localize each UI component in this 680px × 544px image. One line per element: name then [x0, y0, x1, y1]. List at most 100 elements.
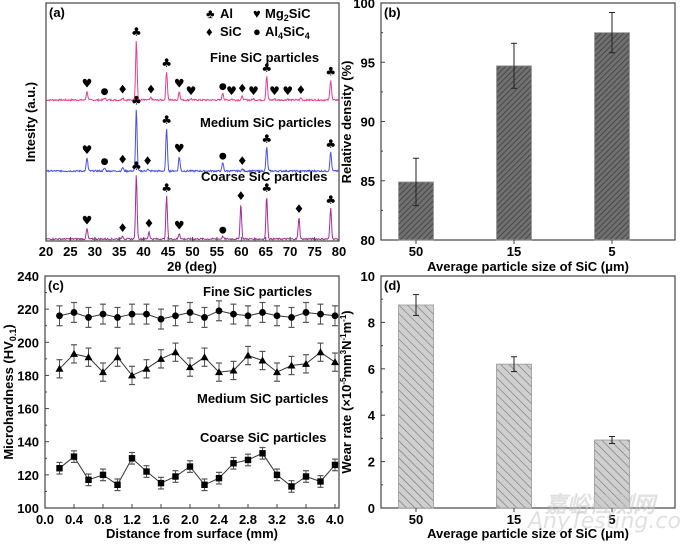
data-point	[128, 310, 136, 318]
data-point	[287, 361, 296, 369]
peak-marker: ●	[219, 82, 227, 92]
series-label-medium: Medium SiC particles	[200, 115, 331, 130]
peak-marker: ♦	[142, 154, 153, 168]
data-point	[186, 363, 194, 371]
x-tick-label: 50	[185, 244, 199, 259]
data-point	[143, 468, 150, 475]
peak-marker: ♥	[174, 142, 185, 156]
peak-marker: ♦	[117, 83, 128, 97]
y-tick-label: 0	[368, 501, 375, 516]
data-point	[331, 358, 339, 366]
y-tick-label: 100	[17, 501, 39, 516]
panel-b: (b) 80 85 90 95 100 50 15 5 Average particle s…	[339, 0, 676, 274]
y-tick-label: 160	[17, 402, 39, 417]
data-point	[128, 371, 136, 379]
y-tick-label: 2	[368, 455, 375, 470]
data-point	[157, 354, 165, 362]
data-point	[99, 471, 107, 479]
y-tick-label: 200	[17, 335, 39, 350]
panel-b-x-label: Average particle size of SiC (μm)	[427, 259, 629, 274]
data-point	[331, 312, 339, 320]
peak-marker: ♥	[82, 77, 93, 91]
panel-c-x-label: Distance from surface (mm)	[106, 526, 278, 541]
y-tick-label: 4	[368, 408, 376, 423]
data-point	[288, 483, 295, 490]
panel-a-x-label: 2θ (deg)	[167, 259, 217, 274]
peak-marker: ♣	[161, 113, 172, 127]
density-bars	[398, 11, 630, 241]
peak-marker: ♥	[269, 84, 280, 98]
data-point	[215, 474, 223, 482]
panel-a: (a) ♥● ♦♣♦♣♥♥ ● ♥ ♦ ♥♣♥ ♥ ♦♣♥● ♦♣♦♣♥● ♦♣ ♣♥♦♣♦♣♥ ●♦…	[23, 2, 346, 274]
x-tick-label: 45	[161, 244, 175, 259]
series-line	[59, 351, 336, 377]
y-tick-label: 6	[368, 362, 375, 377]
panel-d: (d) 0 2 4 6 8 10 50 15 5 Average particle size …	[339, 269, 680, 541]
peak-marker: ♦	[294, 202, 305, 216]
x-tick-label: 0.4	[65, 512, 84, 527]
data-point	[331, 461, 339, 469]
data-point	[186, 463, 194, 470]
data-point	[99, 368, 107, 376]
peak-marker: ♣	[261, 61, 272, 75]
data-point	[215, 368, 223, 376]
peak-marker: ●	[219, 152, 227, 162]
x-tick-label: 2.8	[239, 512, 257, 527]
legend-mg2sic-label: Mg2SiC	[265, 6, 311, 23]
peak-marker: ♣	[131, 159, 142, 173]
x-tick-label: 75	[307, 244, 321, 259]
peak-marker: ♦	[117, 152, 128, 166]
panel-a-label: (a)	[49, 5, 65, 20]
data-point	[142, 364, 151, 372]
peak-marker: ♥	[226, 84, 237, 98]
peak-marker: ●	[101, 87, 109, 97]
panel-b-label: (b)	[384, 5, 401, 20]
data-point	[171, 348, 180, 356]
panel-d-x-label: Average particle size of SiC (μm)	[427, 526, 629, 541]
series-medium	[55, 342, 339, 386]
data-point	[244, 456, 252, 464]
peak-marker: ♥	[186, 84, 197, 98]
data-point	[302, 359, 310, 367]
series-label-c-fine: Fine SiC particles	[203, 284, 312, 299]
y-tick-label: 240	[17, 269, 39, 284]
hardness-series	[55, 300, 339, 493]
panel-c-label: (c)	[48, 278, 64, 293]
panel-a-legend: ♣ Al ♥ Mg2SiC ♦ SiC ● Al4SiC4	[206, 6, 311, 41]
data-point	[229, 366, 238, 374]
peak-marker: ♥	[282, 84, 293, 98]
x-tick-label: 20	[39, 244, 53, 259]
data-point	[200, 353, 209, 361]
x-tick-label: 0.8	[94, 512, 112, 527]
peak-marker: ♦	[235, 189, 246, 203]
y-tick-label: 140	[17, 435, 39, 450]
panel-b-y-label: Relative density (%)	[339, 61, 354, 184]
legend-mg2sic-symbol: ♥	[253, 6, 261, 21]
bar-5	[594, 32, 630, 241]
peak-marker: ♦	[146, 83, 157, 97]
y-tick-label: 10	[361, 269, 375, 284]
panel-c-y-ticks: 100 120 140 160 180 200 220 240	[17, 269, 49, 516]
data-point	[317, 310, 324, 318]
data-point	[244, 351, 252, 359]
data-point	[302, 309, 310, 316]
peak-marker: ♣	[161, 181, 172, 195]
data-point	[114, 481, 121, 488]
x-tick-label: 2.0	[181, 512, 199, 527]
y-tick-label: 95	[361, 55, 375, 70]
data-point	[186, 309, 194, 316]
legend-sic-symbol: ♦	[206, 24, 213, 39]
x-tick-label: 60	[234, 244, 248, 259]
data-point	[258, 356, 267, 364]
data-point	[230, 460, 237, 467]
x-tick-label: 3.6	[297, 512, 315, 527]
data-point	[273, 312, 281, 320]
xrd-peak-markers: ♥● ♦♣♦♣♥♥ ● ♥ ♦ ♥♣♥ ♥ ♦♣♥● ♦♣♦♣♥● ♦♣ ♣♥♦♣♦♣♥ ●♦♣♦♣	[82, 25, 336, 235]
data-point	[201, 314, 208, 321]
wear-bars	[398, 294, 630, 509]
xrd-curve-fine	[45, 41, 339, 102]
peak-marker: ♣	[325, 137, 336, 151]
series-coarse	[56, 446, 339, 493]
bar-5	[594, 439, 630, 509]
